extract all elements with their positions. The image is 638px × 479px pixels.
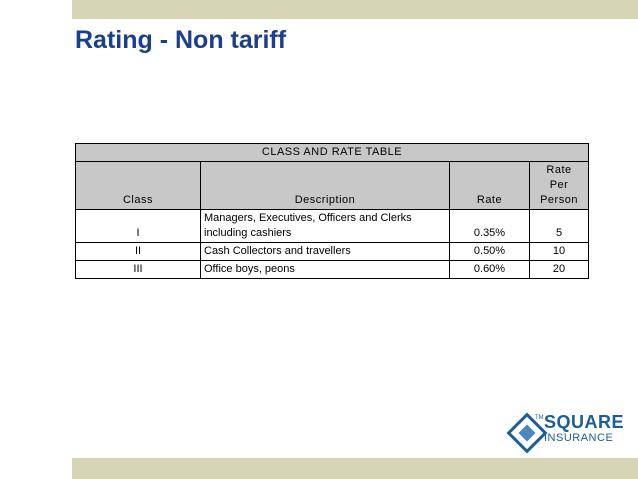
row-rate: 0.50% bbox=[449, 242, 530, 261]
row-description: Cash Collectors and travellers bbox=[200, 242, 450, 261]
row-description: Managers, Executives, Officers and Clerk… bbox=[200, 209, 450, 243]
logo-name-big: SQUARE bbox=[544, 412, 625, 432]
logo-tm-mark: TM bbox=[535, 415, 544, 421]
row-class: II bbox=[75, 242, 201, 261]
row-class: I bbox=[75, 209, 201, 243]
table-caption: CLASS AND RATE TABLE bbox=[74, 143, 590, 162]
row-rate: 0.35% bbox=[449, 209, 530, 243]
header-rate-per-person: Rate Per Person bbox=[528, 161, 590, 210]
bottom-decorative-bar bbox=[72, 458, 638, 479]
table-row: III Office boys, peons 0.60% 20 bbox=[75, 260, 590, 279]
row-description: Office boys, peons bbox=[200, 260, 450, 279]
logo-name-small: INSURANCE bbox=[544, 432, 614, 444]
header-rate-per-person-line2: Per Person bbox=[540, 179, 578, 206]
top-decorative-bar bbox=[72, 0, 638, 19]
table-header-row: Class Description Rate Rate Per Person bbox=[75, 161, 590, 210]
table-row: II Cash Collectors and travellers 0.50% … bbox=[75, 242, 590, 261]
row-per-person: 10 bbox=[528, 242, 590, 261]
logo-wordmark: SQUARE INSURANCE bbox=[544, 413, 624, 444]
header-rate: Rate bbox=[449, 161, 530, 210]
row-per-person: 5 bbox=[528, 209, 590, 243]
row-rate: 0.60% bbox=[449, 260, 530, 279]
row-description-line2: including cashiers bbox=[204, 227, 292, 239]
table-row: I Managers, Executives, Officers and Cle… bbox=[75, 209, 590, 243]
row-class: III bbox=[75, 260, 201, 279]
header-description: Description bbox=[200, 161, 450, 210]
logo-mark-icon: TM bbox=[506, 412, 548, 454]
class-rate-table: CLASS AND RATE TABLE Class Description R… bbox=[74, 143, 590, 279]
header-class: Class bbox=[75, 161, 201, 210]
slide-title: Rating - Non tariff bbox=[75, 26, 287, 54]
header-rate-per-person-line1: Rate bbox=[546, 164, 572, 176]
row-description-line1: Managers, Executives, Officers and Clerk… bbox=[204, 212, 412, 224]
row-per-person: 20 bbox=[528, 260, 590, 279]
